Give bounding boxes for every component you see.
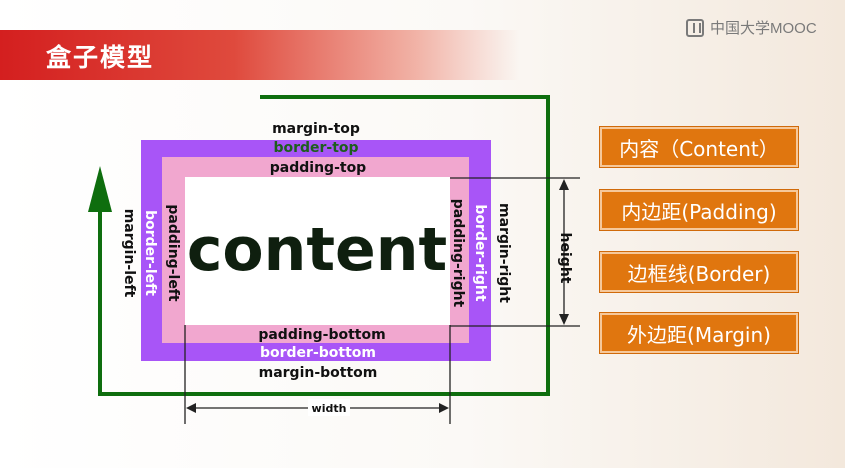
legend-border: 边框线(Border)	[600, 252, 798, 292]
width-label-bg	[308, 399, 350, 416]
height-arrow-up-icon	[559, 179, 569, 190]
padding-right-label: padding-right	[450, 199, 466, 308]
margin-right-label: margin-right	[496, 203, 512, 303]
border-right-label: border-right	[472, 204, 488, 301]
height-label: height	[557, 233, 573, 284]
width-label: width	[312, 402, 347, 415]
margin-top-label: margin-top	[272, 121, 360, 137]
height-arrow-down-icon	[559, 314, 569, 325]
margin-left-label: margin-left	[121, 209, 137, 298]
margin-outline	[98, 95, 550, 396]
slide-title: 盒子模型	[46, 43, 155, 72]
title-banner	[0, 30, 520, 80]
margin-arrow-head-icon	[88, 166, 112, 212]
book-logo-icon	[686, 18, 704, 37]
watermark-text: 中国大学MOOC	[710, 20, 817, 37]
padding-top-label: padding-top	[270, 160, 366, 176]
content-area	[185, 177, 450, 325]
padding-bottom-label: padding-bottom	[258, 327, 385, 343]
border-left-label: border-left	[142, 210, 158, 296]
border-bottom-label: border-bottom	[260, 345, 376, 361]
content-label: content	[187, 215, 447, 285]
legend-content: 内容（Content）	[600, 127, 798, 167]
padding-left-label: padding-left	[165, 204, 181, 301]
watermark: 中国大学MOOC	[686, 17, 817, 38]
legend-margin: 外边距(Margin)	[600, 313, 798, 353]
width-arrow-right-icon	[439, 403, 449, 413]
border-top-label: border-top	[273, 140, 358, 156]
width-arrow-left-icon	[186, 403, 196, 413]
legend-padding: 内边距(Padding)	[600, 190, 798, 230]
margin-bottom-label: margin-bottom	[259, 365, 378, 381]
